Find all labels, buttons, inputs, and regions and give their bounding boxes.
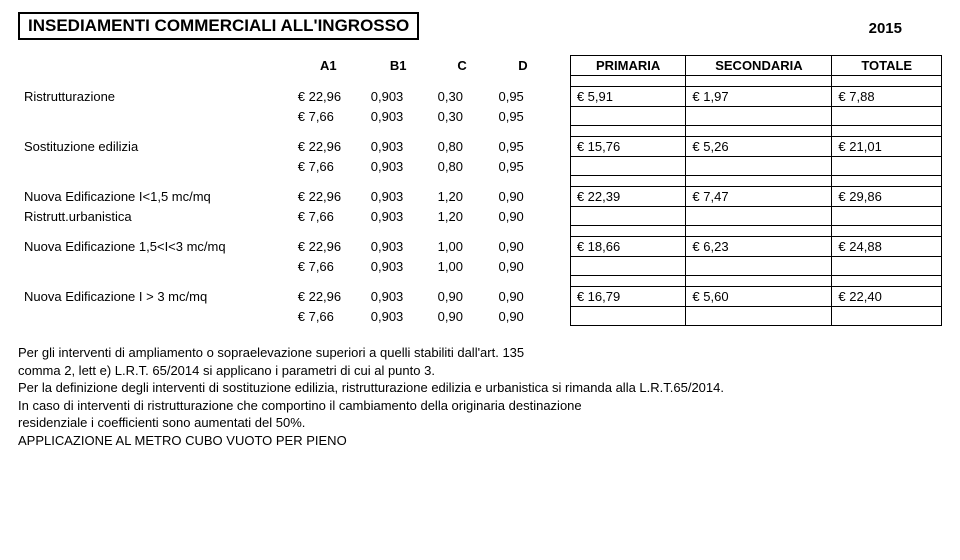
table-row: Sostituzione edilizia € 22,96 0,903 0,80…	[18, 137, 942, 157]
cell: 0,95	[492, 87, 553, 107]
cell: € 1,97	[686, 87, 832, 107]
col-c-header: C	[432, 56, 493, 76]
table-row: € 7,66 0,903 0,80 0,95	[18, 157, 942, 176]
cell: 0,90	[492, 237, 553, 257]
cell: 0,90	[492, 307, 553, 326]
cell: € 22,96	[292, 137, 365, 157]
table-row: € 7,66 0,903 0,30 0,95	[18, 107, 942, 126]
data-table: A1 B1 C D PRIMARIA SECONDARIA TOTALE Ris…	[18, 55, 942, 326]
cell: € 16,79	[570, 287, 686, 307]
cell: € 5,26	[686, 137, 832, 157]
row-label: Nuova Edificazione I > 3 mc/mq	[18, 287, 292, 307]
col-totale-header: TOTALE	[832, 56, 942, 76]
cell: 0,90	[432, 287, 493, 307]
footer-notes: Per gli interventi di ampliamento o sopr…	[18, 344, 942, 449]
cell: € 29,86	[832, 187, 942, 207]
cell: 0,90	[492, 257, 553, 276]
table-row: € 7,66 0,903 1,00 0,90	[18, 257, 942, 276]
row-label: Sostituzione edilizia	[18, 137, 292, 157]
table-row: € 7,66 0,903 0,90 0,90	[18, 307, 942, 326]
cell: € 6,23	[686, 237, 832, 257]
cell: 0,903	[365, 87, 432, 107]
cell: 0,903	[365, 257, 432, 276]
cell: 0,90	[432, 307, 493, 326]
cell: € 7,66	[292, 257, 365, 276]
cell: 0,903	[365, 287, 432, 307]
cell: € 22,96	[292, 237, 365, 257]
cell: 0,95	[492, 107, 553, 126]
row-label: Ristrutturazione	[18, 87, 292, 107]
cell: 0,903	[365, 237, 432, 257]
footer-line: Per la definizione degli interventi di s…	[18, 379, 942, 397]
cell: € 7,66	[292, 207, 365, 226]
header-row: A1 B1 C D PRIMARIA SECONDARIA TOTALE	[18, 56, 942, 76]
table-row: Ristrutturazione € 22,96 0,903 0,30 0,95…	[18, 87, 942, 107]
footer-line: In caso di interventi di ristrutturazion…	[18, 397, 942, 415]
cell: € 7,66	[292, 157, 365, 176]
cell: € 7,66	[292, 307, 365, 326]
cell: 0,80	[432, 137, 493, 157]
footer-line: comma 2, lett e) L.R.T. 65/2014 si appli…	[18, 362, 942, 380]
cell: 0,903	[365, 187, 432, 207]
cell: 1,20	[432, 207, 493, 226]
cell: 1,00	[432, 237, 493, 257]
cell: € 18,66	[570, 237, 686, 257]
cell: 1,00	[432, 257, 493, 276]
cell: 0,903	[365, 137, 432, 157]
cell: € 22,96	[292, 187, 365, 207]
row-label: Nuova Edificazione 1,5<I<3 mc/mq	[18, 237, 292, 257]
row-label: Nuova Edificazione I<1,5 mc/mq	[18, 187, 292, 207]
cell: 0,95	[492, 137, 553, 157]
col-a-header: A1	[292, 56, 365, 76]
cell: € 22,96	[292, 287, 365, 307]
cell: 0,903	[365, 157, 432, 176]
footer-line: residenziale i coefficienti sono aumenta…	[18, 414, 942, 432]
cell: € 5,60	[686, 287, 832, 307]
table-row: Nuova Edificazione 1,5<I<3 mc/mq € 22,96…	[18, 237, 942, 257]
cell: € 22,39	[570, 187, 686, 207]
cell: 1,20	[432, 187, 493, 207]
cell: 0,90	[492, 187, 553, 207]
cell: € 7,88	[832, 87, 942, 107]
cell: € 7,66	[292, 107, 365, 126]
cell: 0,30	[432, 87, 493, 107]
cell: 0,80	[432, 157, 493, 176]
cell: € 22,40	[832, 287, 942, 307]
col-d-header: D	[492, 56, 553, 76]
footer-line: APPLICAZIONE AL METRO CUBO VUOTO PER PIE…	[18, 432, 942, 450]
row-label: Ristrutt.urbanistica	[18, 207, 292, 226]
cell: € 21,01	[832, 137, 942, 157]
cell: € 15,76	[570, 137, 686, 157]
cell: € 7,47	[686, 187, 832, 207]
cell: 0,90	[492, 207, 553, 226]
cell: € 5,91	[570, 87, 686, 107]
page-title: INSEDIAMENTI COMMERCIALI ALL'INGROSSO	[18, 12, 419, 40]
col-secondaria-header: SECONDARIA	[686, 56, 832, 76]
cell: € 22,96	[292, 87, 365, 107]
cell: 0,30	[432, 107, 493, 126]
cell: € 24,88	[832, 237, 942, 257]
col-primaria-header: PRIMARIA	[570, 56, 686, 76]
cell: 0,903	[365, 207, 432, 226]
table-row: Nuova Edificazione I<1,5 mc/mq € 22,96 0…	[18, 187, 942, 207]
cell: 0,95	[492, 157, 553, 176]
table-row: Nuova Edificazione I > 3 mc/mq € 22,96 0…	[18, 287, 942, 307]
footer-line: Per gli interventi di ampliamento o sopr…	[18, 344, 942, 362]
cell: 0,90	[492, 287, 553, 307]
cell: 0,903	[365, 107, 432, 126]
col-b-header: B1	[365, 56, 432, 76]
table-row: Ristrutt.urbanistica € 7,66 0,903 1,20 0…	[18, 207, 942, 226]
cell: 0,903	[365, 307, 432, 326]
